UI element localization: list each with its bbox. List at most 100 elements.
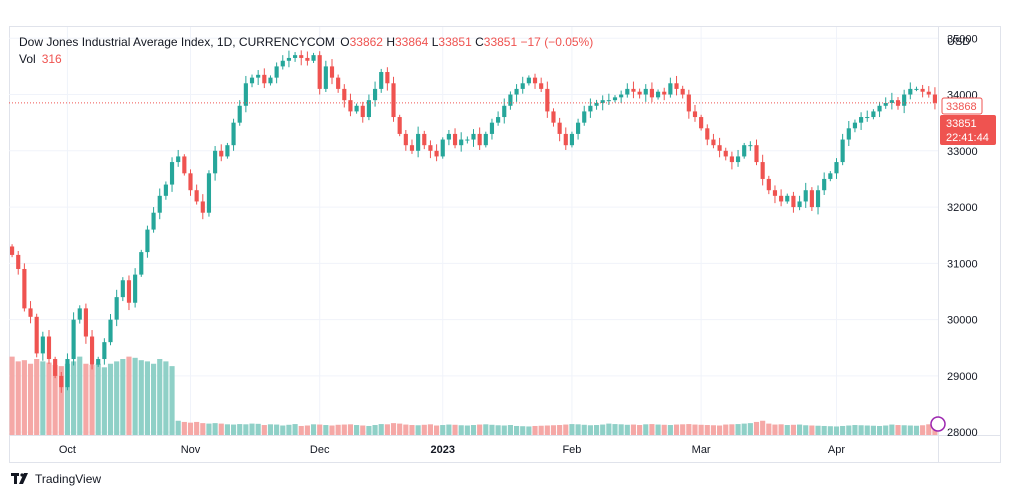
volume-bar bbox=[926, 424, 932, 435]
volume-bar bbox=[114, 361, 120, 435]
candle-body bbox=[16, 254, 21, 269]
candle-body bbox=[286, 57, 292, 61]
volume-bar bbox=[249, 423, 255, 435]
volume-bar bbox=[796, 424, 803, 435]
volume-bar bbox=[77, 356, 83, 435]
volume-bar bbox=[384, 424, 390, 435]
volume-bar bbox=[169, 366, 175, 435]
volume-bar bbox=[101, 367, 107, 435]
volume-bar bbox=[741, 423, 747, 435]
volume-bar bbox=[723, 424, 729, 435]
candle-body bbox=[852, 122, 858, 129]
series-legend: Dow Jones Industrial Average Index, 1D, … bbox=[19, 35, 593, 49]
candle-body bbox=[114, 297, 119, 320]
volume-bar bbox=[790, 424, 796, 435]
candle-body bbox=[871, 111, 876, 118]
volume-bar bbox=[194, 421, 200, 435]
candle-body bbox=[360, 105, 365, 118]
time-tick-label: Oct bbox=[59, 444, 76, 456]
candle-body bbox=[748, 145, 753, 147]
volume-bar bbox=[107, 363, 114, 435]
candle-body bbox=[612, 97, 618, 101]
candle-body bbox=[840, 139, 845, 163]
candle-body bbox=[372, 88, 378, 101]
candle-body bbox=[846, 128, 851, 140]
candle-body bbox=[446, 133, 451, 140]
volume-bar bbox=[415, 425, 421, 435]
volume-bar bbox=[200, 423, 206, 435]
volume-bar bbox=[89, 364, 95, 435]
volume-bar bbox=[427, 424, 434, 435]
candle-body bbox=[10, 246, 15, 255]
candle-body bbox=[182, 156, 187, 174]
volume-bar bbox=[840, 425, 846, 435]
symbol-title[interactable]: Dow Jones Industrial Average Index, 1D, … bbox=[19, 35, 335, 49]
volume-value: 316 bbox=[41, 52, 62, 66]
previous-close-badge: 33868 bbox=[941, 97, 983, 115]
candle-body bbox=[120, 280, 125, 298]
volume-label[interactable]: Vol bbox=[19, 52, 36, 66]
volume-bar bbox=[680, 424, 686, 435]
time-axis[interactable]: Oct Nov Dec 2023 Feb Mar Apr bbox=[59, 444, 845, 456]
volume-bar bbox=[175, 420, 181, 435]
previous-close-label: 33868 bbox=[946, 101, 977, 113]
candle-body bbox=[348, 100, 353, 112]
volume-bar bbox=[550, 425, 557, 435]
price-candles bbox=[10, 50, 937, 393]
volume-bar bbox=[64, 363, 71, 435]
price-tick-label: 30000 bbox=[947, 315, 978, 327]
candle-body bbox=[563, 133, 568, 146]
volume-bar bbox=[323, 425, 329, 435]
volume-bar bbox=[563, 424, 569, 435]
volume-bar bbox=[434, 425, 440, 435]
volume-bar bbox=[864, 425, 870, 435]
volume-bar bbox=[520, 426, 526, 435]
candle-body bbox=[249, 77, 255, 84]
candle-body bbox=[83, 308, 88, 337]
candle-body bbox=[28, 308, 33, 317]
volume-bar bbox=[298, 425, 304, 435]
candle-body bbox=[920, 88, 925, 92]
candle-body bbox=[865, 117, 870, 119]
volume-bar bbox=[489, 424, 495, 435]
candle-body bbox=[200, 201, 205, 213]
candle-body bbox=[489, 122, 495, 134]
volume-bar bbox=[360, 425, 366, 435]
candle-body bbox=[582, 111, 587, 123]
volume-bar bbox=[354, 425, 360, 435]
candle-body bbox=[914, 88, 919, 90]
volume-bar bbox=[630, 424, 637, 435]
candle-body bbox=[526, 77, 531, 84]
volume-bar bbox=[735, 424, 741, 435]
footer-brand[interactable]: TradingView bbox=[11, 472, 101, 486]
volume-bar bbox=[403, 424, 409, 435]
volume-bar bbox=[624, 424, 630, 435]
candle-body bbox=[379, 72, 384, 89]
price-tick-label: 35000 bbox=[947, 33, 978, 45]
volume-bar bbox=[809, 425, 815, 435]
candle-body bbox=[145, 229, 150, 253]
low-label: L bbox=[431, 35, 439, 49]
volume-bar bbox=[46, 362, 52, 435]
candle-body bbox=[452, 133, 458, 146]
scroll-to-realtime-icon[interactable] bbox=[930, 416, 946, 432]
volume-legend: Vol 316 bbox=[19, 52, 62, 66]
volume-bar bbox=[593, 425, 600, 435]
time-tick-label: 2023 bbox=[430, 444, 454, 456]
volume-bar bbox=[21, 360, 27, 435]
low-value: 33851 bbox=[438, 35, 472, 49]
volume-bar bbox=[440, 425, 446, 435]
candle-body bbox=[366, 100, 371, 118]
volume-bar bbox=[483, 424, 489, 435]
candle-body bbox=[416, 133, 421, 151]
volume-bar bbox=[71, 361, 77, 435]
candle-body bbox=[797, 201, 802, 208]
candle-body bbox=[699, 117, 704, 129]
volume-bar bbox=[698, 424, 704, 435]
candle-body bbox=[606, 100, 611, 102]
candle-body bbox=[323, 66, 328, 89]
volume-bar bbox=[587, 425, 593, 435]
last-price-label: 33851 bbox=[946, 118, 977, 130]
